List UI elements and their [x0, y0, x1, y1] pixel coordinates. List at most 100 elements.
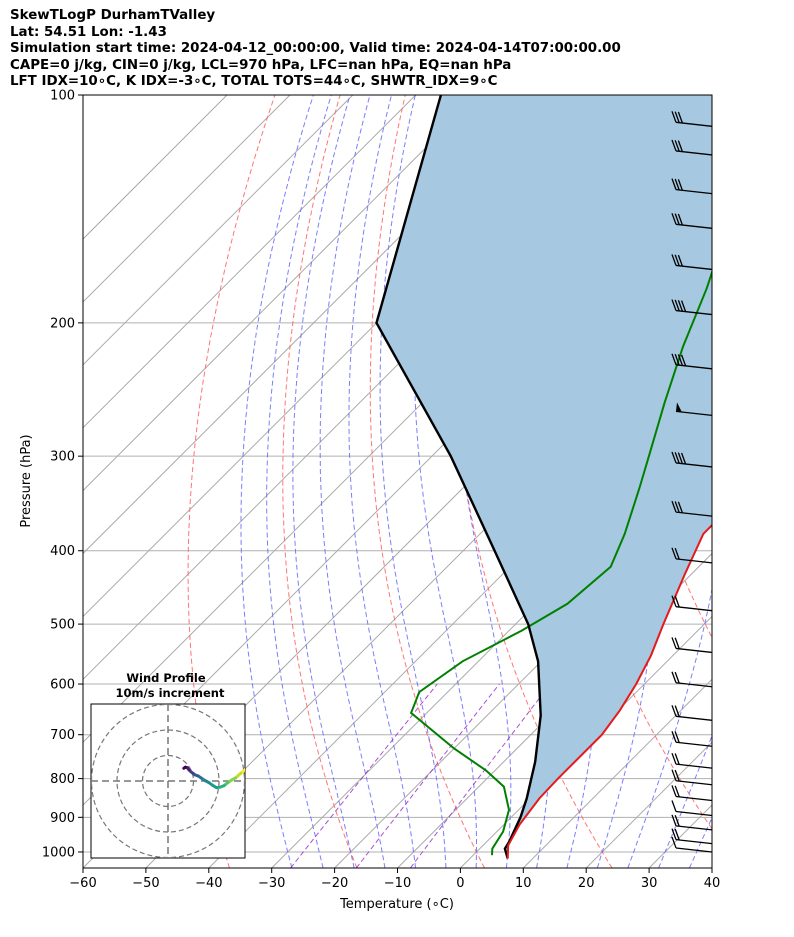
wind-barb-staff [675, 780, 713, 786]
wind-barb-feather [674, 254, 680, 267]
wind-barb-feather [674, 547, 680, 560]
isotherm-line [83, 95, 354, 366]
y-tick-label: 800 [50, 772, 75, 787]
chart-header: SkewTLogP DurhamTValley Lat: 54.51 Lon: … [10, 8, 621, 91]
wind-barb-staff [675, 825, 713, 831]
wind-barb-feather [680, 452, 687, 465]
wind-barb-feather [677, 354, 684, 366]
wind-barb-feather [677, 254, 684, 267]
moist-adiabat [627, 95, 712, 868]
y-tick-label: 500 [50, 618, 75, 633]
wind-barb-feather [671, 500, 677, 513]
moist-adiabat [379, 95, 447, 868]
wind-barb-feather [677, 452, 684, 464]
wind-barb [671, 800, 713, 817]
wind-barb-feather [671, 671, 677, 683]
wind-barb [671, 752, 713, 769]
wind-barb-feather [671, 814, 677, 827]
wind-barb-feather [671, 353, 677, 366]
wind-barb-feather [674, 731, 680, 743]
y-tick-label: 400 [50, 544, 75, 559]
y-tick-label: 100 [50, 89, 75, 104]
wind-barb [671, 595, 713, 612]
wind-barb [675, 402, 713, 417]
wind-barb [671, 500, 713, 517]
wind-barb-feather [674, 753, 680, 765]
y-tick-label: 600 [50, 678, 75, 693]
wind-barb-feather [671, 836, 677, 849]
mixing-ratio-line [355, 683, 500, 868]
wind-barb-feather [671, 111, 677, 123]
wind-barb-feather [674, 769, 680, 782]
wind-barb-staff [675, 847, 713, 853]
hodograph-ring [91, 704, 245, 858]
wind-barb [671, 785, 713, 802]
isotherm-line [83, 95, 291, 303]
wind-barb-feather [674, 111, 680, 123]
dry-adiabat [731, 95, 794, 868]
wind-barb-feather [671, 828, 677, 840]
wind-barb [671, 254, 713, 271]
wind-barb-feather [671, 299, 677, 311]
wind-barb-pennant [676, 402, 682, 413]
wind-barb-feather [677, 300, 684, 312]
x-tick-label: 40 [704, 876, 721, 891]
wind-barb-staff [675, 715, 713, 721]
isotherm-line [522, 678, 712, 868]
moist-adiabat [319, 95, 386, 868]
mixing-ratio-line [290, 683, 438, 868]
moist-adiabat [658, 734, 712, 868]
simulation-times: Simulation start time: 2024-04-12_00:00:… [10, 41, 621, 56]
isotherm-line [83, 95, 228, 240]
x-tick-label: −50 [132, 876, 159, 891]
dry-adiabat [369, 95, 485, 868]
moist-adiabat [266, 95, 332, 868]
wind-barb-feather [674, 140, 680, 152]
wind-barb [671, 814, 713, 831]
isotherm-line [334, 489, 712, 868]
wind-barb [671, 769, 713, 786]
x-tick-label: −10 [384, 876, 411, 891]
cin-shading [376, 95, 712, 859]
wind-barb-feather [671, 595, 677, 607]
wind-barb-feather [671, 785, 677, 797]
wind-barb [671, 671, 713, 688]
temperature-line [506, 523, 712, 859]
wind-barb-feather [674, 814, 680, 827]
wind-barb [671, 705, 713, 721]
wind-barb-feather [674, 213, 680, 225]
isotherm-line [83, 95, 479, 492]
x-axis-label: Temperature (∘C) [339, 897, 454, 912]
wind-barb-feather [671, 731, 677, 743]
wind-barb-staff [675, 795, 713, 802]
wind-barb-feather [671, 451, 677, 464]
wind-barb [671, 547, 713, 564]
wind-barb [671, 353, 713, 370]
wind-barb-feather [677, 179, 684, 191]
x-tick-label: 20 [578, 876, 595, 891]
hodograph-subtitle: 10m/s increment [116, 686, 225, 700]
wind-barb-feather [677, 140, 684, 152]
wind-barb-feather [671, 254, 677, 266]
station-title: SkewTLogP DurhamTValley [10, 8, 216, 23]
x-tick-label: 0 [456, 876, 464, 891]
wind-barb-feather [671, 800, 677, 812]
wind-barb-feather [677, 501, 684, 514]
wind-barb-feather [680, 354, 687, 367]
wind-barb-feather [674, 705, 680, 717]
dry-adiabat [282, 95, 358, 868]
wind-barb-feather [674, 178, 680, 191]
instability-indices-1: CAPE=0 j/kg, CIN=0 j/kg, LCL=970 hPa, LF… [10, 57, 512, 73]
wind-barb-feather [674, 299, 680, 312]
wind-barb [671, 828, 713, 845]
wind-barb-feather [674, 637, 680, 649]
wind-barb-staff [675, 763, 713, 769]
y-tick-label: 900 [50, 811, 75, 826]
wind-barbs [671, 111, 713, 853]
wind-barb-staff [675, 558, 713, 564]
wind-barb-feather [671, 547, 677, 560]
wind-barb-feather [674, 501, 680, 513]
wind-barb [671, 111, 713, 127]
dewpoint-line [409, 269, 712, 856]
